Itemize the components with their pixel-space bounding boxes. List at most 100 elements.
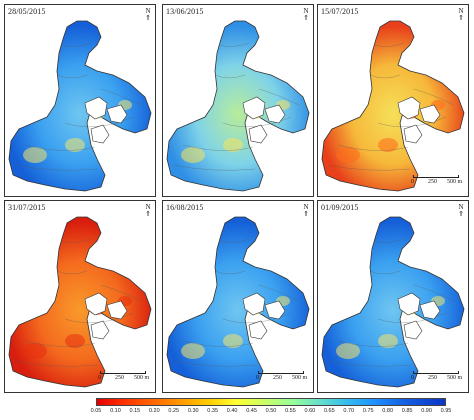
contour-line — [214, 74, 246, 79]
nunatak — [419, 300, 441, 320]
surface-patch — [181, 343, 205, 359]
surface-patch — [23, 147, 47, 163]
surface-patch — [181, 147, 205, 163]
panel-date: 15/07/2015 — [321, 7, 359, 16]
glacier-map — [321, 216, 465, 388]
colorbar-tick-label: 0.30 — [187, 408, 199, 414]
surface-patch — [336, 343, 360, 359]
colorbar-tick-label: 0.05 — [90, 408, 102, 414]
surface-patch — [378, 334, 398, 348]
contour-line — [222, 116, 292, 127]
panel-date: 31/07/2015 — [8, 203, 46, 212]
glacier-map — [166, 20, 310, 192]
nunatak — [106, 104, 128, 124]
nunatak — [106, 300, 128, 320]
contour-line — [369, 74, 401, 79]
map-panel-4: 31/07/2015 N ⇑ 0 250 500 m — [4, 200, 156, 393]
contour-line — [258, 88, 300, 106]
contour-line — [64, 312, 134, 323]
nunatak — [90, 320, 110, 340]
colorbar — [96, 398, 446, 406]
contour-line — [60, 238, 92, 243]
glacier-surface — [166, 216, 310, 388]
contour-line — [182, 340, 254, 347]
colorbar-tick-label: 0.55 — [285, 408, 296, 414]
colorbar-tick-label: 0.90 — [421, 408, 432, 414]
surface-patch — [223, 334, 243, 348]
nunatak — [248, 320, 268, 340]
contour-line — [24, 340, 96, 347]
contour-line — [377, 312, 447, 323]
glacier-map — [166, 216, 310, 388]
colorbar-tick-label: 0.80 — [382, 408, 394, 414]
colorbar-tick-label: 0.95 — [440, 408, 452, 414]
map-panel-3: 15/07/2015 N ⇑ 0 250 500 m — [317, 4, 469, 197]
contour-line — [337, 340, 409, 347]
panel-date: 16/08/2015 — [166, 203, 204, 212]
contour-line — [327, 164, 411, 171]
panel-date: 28/05/2015 — [8, 7, 46, 16]
contour-line — [377, 116, 447, 127]
scale-bar: 0 250 500 m — [411, 371, 462, 385]
glacier-map — [321, 20, 465, 192]
nunatak — [84, 292, 108, 316]
contour-line — [413, 284, 455, 302]
colorbar-tick-label: 0.35 — [207, 408, 219, 414]
colorbar-tick-label: 0.25 — [168, 408, 180, 414]
surface-patch — [223, 138, 243, 152]
contour-line — [337, 144, 409, 151]
surface-patch — [65, 334, 85, 348]
contour-line — [218, 238, 250, 243]
contour-line — [14, 164, 98, 171]
contour-line — [369, 270, 401, 275]
contour-line — [258, 284, 300, 302]
colorbar-tick-label: 0.20 — [148, 408, 160, 414]
nunatak — [84, 96, 108, 120]
nunatak — [248, 124, 268, 144]
contour-line — [218, 42, 250, 47]
panel-date: 13/06/2015 — [166, 7, 204, 16]
nunatak — [403, 320, 423, 340]
contour-line — [413, 88, 455, 106]
contour-line — [222, 312, 292, 323]
colorbar-tick-label: 0.75 — [362, 408, 374, 414]
colorbar-tick-label: 0.65 — [323, 408, 335, 414]
nunatak — [397, 292, 421, 316]
colorbar-tick-label: 0.15 — [129, 408, 141, 414]
north-arrow-icon: N ⇑ — [145, 7, 151, 22]
panel-date: 01/09/2015 — [321, 203, 359, 212]
scale-bar: 0 250 500 m — [411, 175, 462, 189]
contour-line — [56, 74, 88, 79]
glacier-surface — [8, 20, 152, 192]
glacier-surface — [166, 20, 310, 192]
nunatak — [264, 104, 286, 124]
glacier-surface — [321, 216, 465, 388]
north-arrow-icon: N ⇑ — [145, 203, 151, 218]
colorbar-tick-label: 0.85 — [401, 408, 413, 414]
contour-line — [56, 270, 88, 275]
nunatak — [90, 124, 110, 144]
north-arrow-icon: N ⇑ — [303, 7, 309, 22]
contour-line — [327, 360, 411, 367]
surface-patch — [378, 138, 398, 152]
nunatak — [264, 300, 286, 320]
map-panel-1: 28/05/2015 N ⇑ — [4, 4, 156, 197]
contour-line — [214, 270, 246, 275]
contour-line — [60, 42, 92, 47]
glacier-map — [8, 20, 152, 192]
nunatak — [403, 124, 423, 144]
scale-bar: 0 250 500 m — [256, 371, 307, 385]
contour-line — [373, 238, 405, 243]
contour-line — [172, 360, 256, 367]
map-panel-6: 01/09/2015 N ⇑ 0 250 500 m — [317, 200, 469, 393]
north-arrow-icon: N ⇑ — [303, 203, 309, 218]
surface-patch — [23, 343, 47, 359]
nunatak — [242, 292, 266, 316]
nunatak — [397, 96, 421, 120]
contour-line — [373, 42, 405, 47]
map-panel-2: 13/06/2015 N ⇑ — [162, 4, 314, 197]
colorbar-tick-label: 0.45 — [246, 408, 257, 414]
contour-line — [100, 88, 142, 106]
colorbar-ticks: 0.05 0.10 0.15 0.20 0.25 0.30 0.35 0.40 0.45 0.50… — [91, 408, 452, 418]
colorbar-tick-label: 0.70 — [343, 408, 355, 414]
